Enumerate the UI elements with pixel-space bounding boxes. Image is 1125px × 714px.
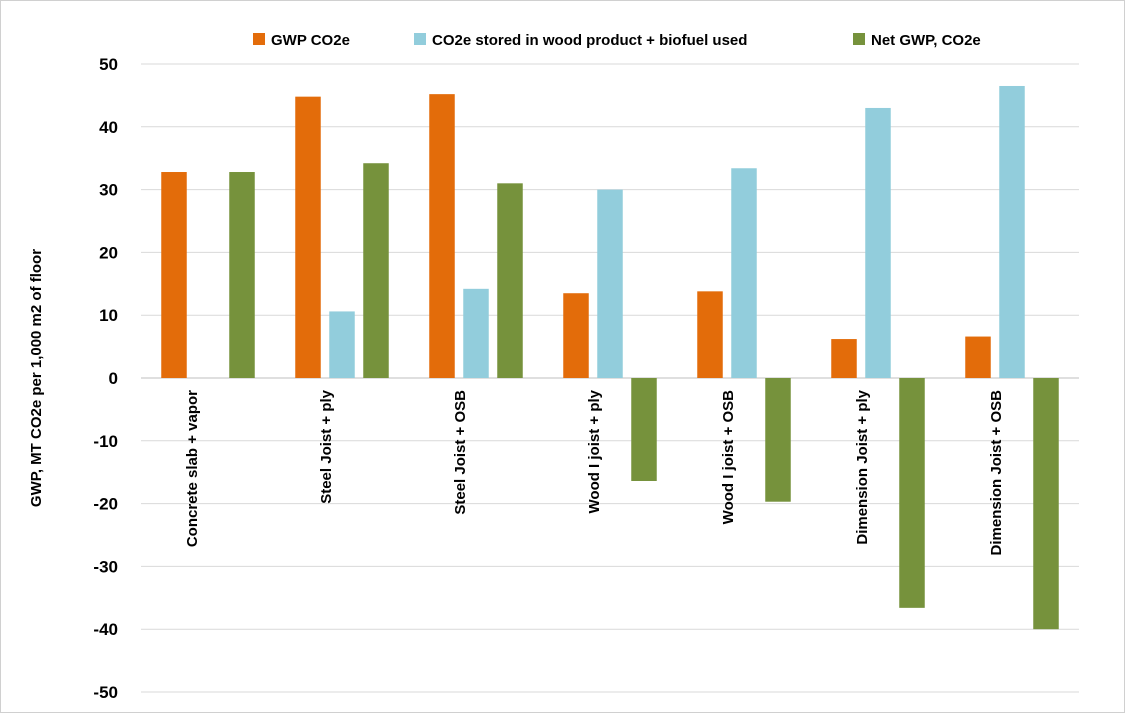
y-tick-label: 0 bbox=[109, 369, 118, 388]
legend-swatch bbox=[253, 33, 265, 45]
bar-net-gwp-co2e bbox=[899, 378, 925, 608]
y-axis-label: GWP, MT CO2e per 1,000 m2 of floor bbox=[28, 249, 45, 507]
legend-label: CO2e stored in wood product + biofuel us… bbox=[432, 32, 747, 49]
category-label: Dimension Joist + ply bbox=[854, 389, 871, 544]
y-tick-label: -30 bbox=[93, 557, 118, 576]
category-label: Steel Joist + ply bbox=[318, 389, 335, 503]
category-label: Wood I joist + ply bbox=[586, 389, 603, 513]
y-tick-label: -50 bbox=[93, 683, 118, 702]
bars bbox=[161, 85, 1059, 630]
bar-net-gwp-co2e bbox=[631, 378, 657, 481]
bar-gwp-co2e bbox=[563, 293, 589, 378]
bar-net-gwp-co2e bbox=[1033, 378, 1059, 630]
category-label: Dimension Joist + OSB bbox=[988, 390, 1005, 556]
category-label: Wood I joist + OSB bbox=[720, 390, 737, 524]
y-axis-ticks: 50 40 30 20 10 0 -10 -20 -30 -40 -50 bbox=[93, 55, 118, 702]
bar-gwp-co2e bbox=[429, 94, 455, 379]
y-tick-label: -10 bbox=[93, 432, 118, 451]
bar-gwp-co2e bbox=[697, 291, 723, 378]
legend-swatch bbox=[853, 33, 865, 45]
legend-label: GWP CO2e bbox=[271, 32, 350, 49]
y-tick-label: 30 bbox=[99, 181, 118, 200]
y-tick-label: 10 bbox=[99, 306, 118, 325]
y-tick-label: 40 bbox=[99, 118, 118, 137]
category-label: Steel Joist + OSB bbox=[452, 390, 469, 515]
category-label: Concrete slab + vapor bbox=[184, 390, 201, 547]
bar-net-gwp-co2e bbox=[363, 163, 389, 378]
legend-swatch bbox=[414, 33, 426, 45]
bar-co2e-stored-in-wood-product-biofuel-used bbox=[865, 107, 891, 379]
bar-gwp-co2e bbox=[161, 172, 187, 378]
y-tick-label: -40 bbox=[93, 620, 118, 639]
bar-co2e-stored-in-wood-product-biofuel-used bbox=[463, 288, 489, 378]
bar-net-gwp-co2e bbox=[765, 378, 791, 502]
legend-label: Net GWP, CO2e bbox=[871, 32, 981, 49]
bar-gwp-co2e bbox=[831, 339, 857, 378]
legend: GWP CO2e CO2e stored in wood product + bi… bbox=[253, 32, 981, 49]
bar-gwp-co2e bbox=[295, 96, 321, 378]
bar-co2e-stored-in-wood-product-biofuel-used bbox=[999, 85, 1025, 378]
y-tick-label: -20 bbox=[93, 495, 118, 514]
bar-net-gwp-co2e bbox=[497, 183, 523, 378]
y-tick-label: 50 bbox=[99, 55, 118, 74]
bar-co2e-stored-in-wood-product-biofuel-used bbox=[329, 311, 355, 378]
y-tick-label: 20 bbox=[99, 243, 118, 262]
category-labels: Concrete slab + vapor Steel Joist + ply St… bbox=[184, 389, 1005, 555]
bar-net-gwp-co2e bbox=[229, 172, 255, 378]
bar-gwp-co2e bbox=[965, 336, 991, 378]
bar-co2e-stored-in-wood-product-biofuel-used bbox=[597, 189, 623, 378]
bar-co2e-stored-in-wood-product-biofuel-used bbox=[731, 168, 757, 378]
